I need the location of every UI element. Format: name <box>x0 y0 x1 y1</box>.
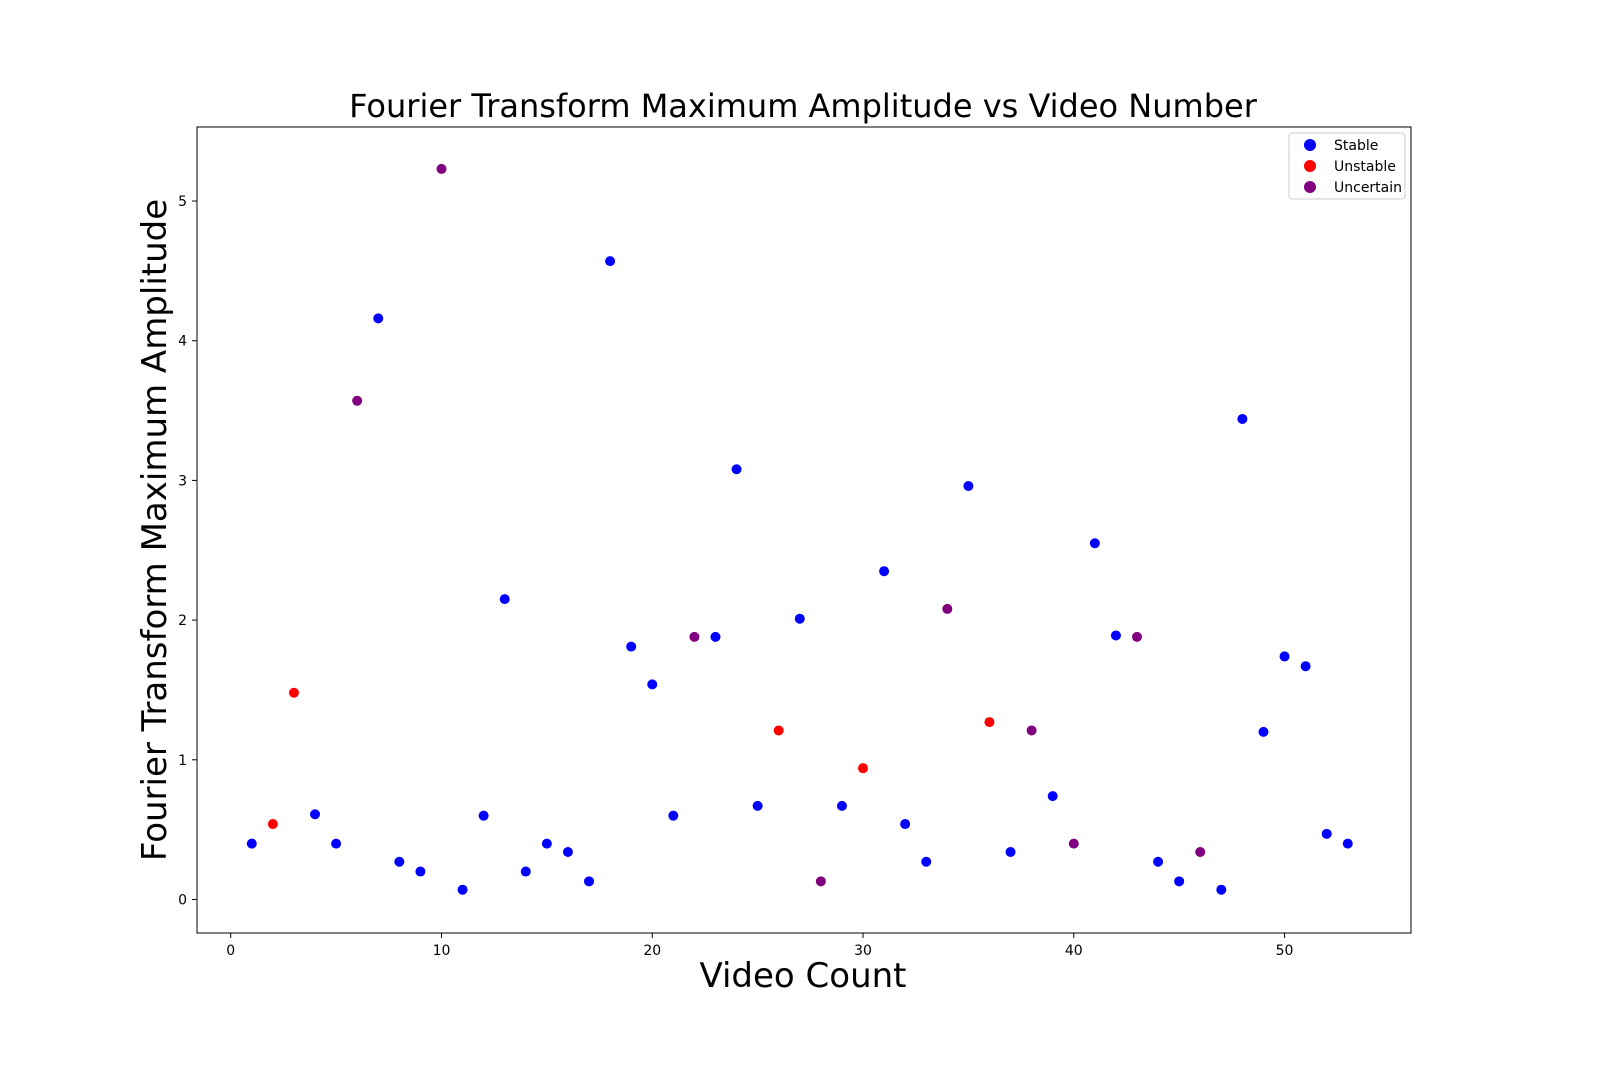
legend-label-uncertain: Uncertain <box>1334 180 1402 196</box>
y-axis-ticks: 0 1 2 3 4 5 <box>178 194 197 908</box>
data-point-uncertain <box>1068 838 1079 849</box>
data-point-stable <box>1300 661 1311 672</box>
data-point-stable <box>478 810 489 821</box>
y-axis-label: Fourier Transform Maximum Amplitude <box>135 199 175 861</box>
y-tick-label: 5 <box>178 194 187 210</box>
data-point-stable <box>836 800 847 811</box>
data-point-stable <box>1279 651 1290 662</box>
data-point-stable <box>1047 791 1058 802</box>
x-tick-label: 50 <box>1276 943 1294 959</box>
data-point-stable <box>1005 846 1016 857</box>
y-tick-label: 2 <box>178 613 187 629</box>
data-point-uncertain <box>352 395 363 406</box>
data-point-unstable <box>288 687 299 698</box>
data-point-stable <box>1321 828 1332 839</box>
y-tick-label: 4 <box>178 334 187 350</box>
data-point-uncertain <box>436 163 447 174</box>
data-point-unstable <box>858 763 869 774</box>
data-point-stable <box>373 313 384 324</box>
legend-marker-uncertain <box>1304 181 1316 193</box>
data-point-stable <box>921 856 932 867</box>
data-point-stable <box>963 480 974 491</box>
data-point-uncertain <box>815 876 826 887</box>
x-axis-label: Video Count <box>699 956 906 996</box>
data-point-stable <box>499 594 510 605</box>
data-point-stable <box>1153 856 1164 867</box>
x-tick-label: 10 <box>433 943 451 959</box>
data-point-stable <box>415 866 426 877</box>
data-point-uncertain <box>942 603 953 614</box>
y-tick-label: 1 <box>178 753 187 769</box>
data-point-stable <box>1258 726 1269 737</box>
legend: Stable Unstable Uncertain <box>1288 132 1406 200</box>
y-tick-label: 3 <box>178 473 187 489</box>
data-points <box>246 163 1353 895</box>
data-point-uncertain <box>1195 846 1206 857</box>
data-point-stable <box>246 838 257 849</box>
data-point-stable <box>668 810 679 821</box>
legend-marker-stable <box>1304 139 1316 151</box>
chart-title: Fourier Transform Maximum Amplitude vs V… <box>349 87 1258 125</box>
data-point-stable <box>731 464 742 475</box>
data-point-stable <box>794 613 805 624</box>
data-point-stable <box>710 631 721 642</box>
data-point-stable <box>394 856 405 867</box>
data-point-stable <box>605 256 616 267</box>
x-tick-label: 20 <box>643 943 661 959</box>
data-point-stable <box>900 819 911 830</box>
data-point-stable <box>752 800 763 811</box>
data-point-uncertain <box>1132 631 1143 642</box>
data-point-stable <box>1174 876 1185 887</box>
data-point-stable <box>1342 838 1353 849</box>
data-point-stable <box>331 838 342 849</box>
data-point-stable <box>626 641 637 652</box>
data-point-stable <box>1237 413 1248 424</box>
data-point-stable <box>584 876 595 887</box>
data-point-stable <box>541 838 552 849</box>
x-tick-label: 30 <box>854 943 872 959</box>
plot-area <box>196 126 1412 934</box>
legend-box <box>1288 132 1406 200</box>
data-point-stable <box>310 809 321 820</box>
legend-label-unstable: Unstable <box>1334 159 1396 175</box>
y-tick-label: 0 <box>178 892 187 908</box>
data-point-unstable <box>773 725 784 736</box>
data-point-stable <box>1216 884 1227 895</box>
data-point-stable <box>1110 630 1121 641</box>
x-tick-label: 0 <box>226 943 235 959</box>
data-point-stable <box>520 866 531 877</box>
x-axis-ticks: 0 10 20 30 40 50 <box>226 933 1293 959</box>
data-point-uncertain <box>1026 725 1037 736</box>
data-point-stable <box>1089 538 1100 549</box>
data-point-stable <box>562 846 573 857</box>
legend-marker-unstable <box>1304 160 1316 172</box>
data-point-stable <box>879 566 890 577</box>
data-point-uncertain <box>689 631 700 642</box>
data-point-stable <box>647 679 658 690</box>
x-tick-label: 40 <box>1065 943 1083 959</box>
data-point-unstable <box>984 717 995 728</box>
legend-label-stable: Stable <box>1334 138 1378 154</box>
data-point-stable <box>457 884 468 895</box>
data-point-unstable <box>267 819 278 830</box>
